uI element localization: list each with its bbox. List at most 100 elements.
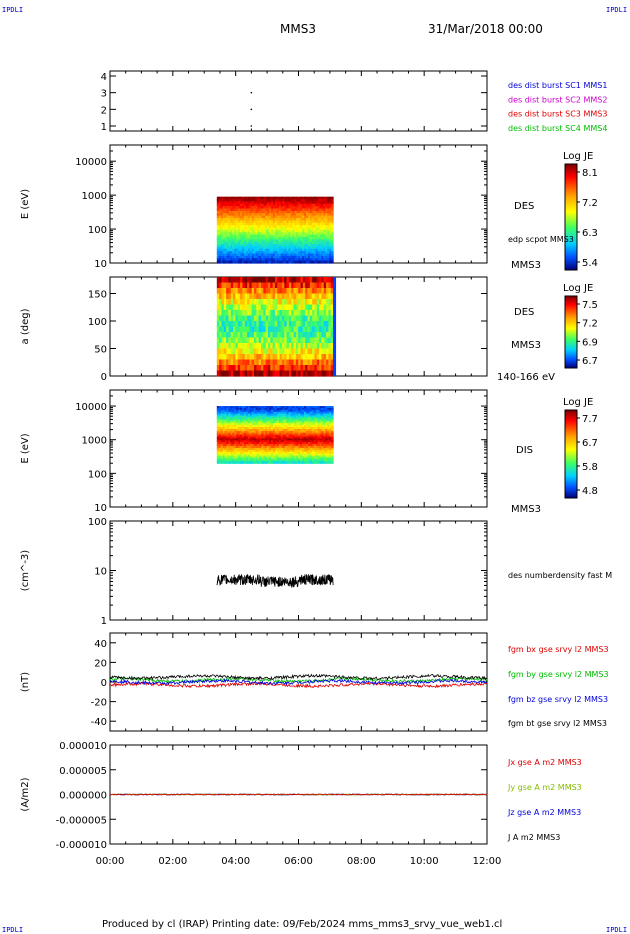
spectrogram-cell <box>242 220 245 224</box>
spectrogram-cell <box>267 444 270 447</box>
spectrogram-cell <box>313 413 317 417</box>
spectrogram-cell <box>316 321 320 328</box>
spectrogram-cell <box>219 370 223 377</box>
spectrogram-cell <box>240 236 243 240</box>
spectrogram-cell <box>263 315 267 322</box>
spectrogram-cell <box>305 427 309 430</box>
spectrogram-cell <box>216 423 220 426</box>
spectrogram-cell <box>267 321 271 328</box>
spectrogram-cell <box>242 251 245 255</box>
spectrogram-cell <box>265 229 268 233</box>
spectrogram-cell <box>309 417 313 420</box>
spectrogram-cell <box>305 444 309 447</box>
spectrogram-cell <box>228 326 232 333</box>
spectrogram-cell <box>216 447 220 451</box>
spectrogram-cell <box>234 251 237 255</box>
spectrogram-cell <box>222 453 226 457</box>
y-tick-label: 4 <box>101 72 107 83</box>
spectrogram-cell <box>323 406 326 409</box>
spectrogram-cell <box>313 415 317 419</box>
spectrogram-cell <box>269 427 272 430</box>
spectrogram-cell <box>326 277 330 284</box>
y-tick-label: 1000 <box>82 436 107 447</box>
spectrogram-cell <box>319 251 323 255</box>
series-label-field: fgm bt gse srvy l2 MMS3 <box>508 719 607 728</box>
spectrogram-cell <box>293 304 297 311</box>
spectrogram-cell <box>296 438 299 441</box>
y-tick-label: 10 <box>94 503 107 514</box>
spectrogram-cell <box>288 459 292 462</box>
spectrogram-cell <box>265 442 268 445</box>
spectrogram-cell <box>311 409 315 413</box>
spectrogram-cell <box>298 411 301 415</box>
spectrogram-cell <box>309 229 313 233</box>
spectrogram-cell <box>327 427 330 430</box>
spectrogram-cell <box>270 304 274 311</box>
spectrogram-cell <box>230 229 233 233</box>
spectrogram-cell <box>218 411 222 415</box>
spectrogram-cell <box>296 201 299 205</box>
spectrogram-cell <box>307 208 311 212</box>
spectrogram-cell <box>226 451 230 455</box>
spectrogram-cell <box>257 253 261 257</box>
spectrogram-cell <box>243 246 247 250</box>
spectrogram-cell <box>286 326 290 333</box>
spectrogram-cell <box>230 239 233 243</box>
spectrogram-cell <box>257 428 261 432</box>
spectrogram-cell <box>282 196 286 200</box>
spectrogram-cell <box>216 220 220 224</box>
spectrogram-cell <box>292 229 295 233</box>
spectrogram-cell <box>267 241 270 245</box>
spectrogram-cell <box>226 419 230 422</box>
spectrogram-cell <box>218 421 222 424</box>
spectrogram-cell <box>218 241 222 245</box>
spectrogram-cell <box>314 359 318 366</box>
y-tick-label: 100 <box>88 469 107 480</box>
spectrogram-cell <box>317 413 321 417</box>
spectrogram-cell <box>249 248 253 252</box>
spectrogram-cell <box>329 239 332 243</box>
spectrogram-cell <box>292 415 295 419</box>
spectrogram-cell <box>236 229 239 233</box>
spectrogram-cell <box>273 201 276 205</box>
spectrogram-cell <box>274 225 278 229</box>
spectrogram-cell <box>242 321 246 328</box>
spectrogram-cell <box>273 407 276 411</box>
spectrogram-cell <box>261 436 264 440</box>
spectrogram-cell <box>274 203 278 207</box>
spectrogram-cell <box>233 354 237 361</box>
spectrogram-cell <box>216 370 220 377</box>
spectrogram-cell <box>323 222 326 226</box>
spectrogram-cell <box>327 459 330 462</box>
spectrogram-cell <box>300 246 303 250</box>
spectrogram-cell <box>296 225 299 229</box>
spectrogram-cell <box>226 288 230 295</box>
spectrogram-cell <box>274 282 278 289</box>
spectrogram-cell <box>230 260 233 264</box>
spectrogram-cell <box>261 255 264 259</box>
spectrogram-cell <box>313 225 317 229</box>
spectrogram-cell <box>295 304 299 311</box>
spectrogram-cell <box>251 260 255 264</box>
spectrogram-cell <box>230 199 233 203</box>
spectrogram-cell <box>311 217 315 221</box>
spectrogram-cell <box>319 255 323 259</box>
spectrogram-cell <box>238 203 241 207</box>
spectrogram-cell <box>259 253 262 257</box>
spectrogram-cell <box>315 461 319 464</box>
spectrogram-cell <box>249 417 253 420</box>
spectrogram-cell <box>230 258 233 262</box>
spectrogram-cell <box>300 217 303 221</box>
spectrogram-cell <box>321 444 324 447</box>
spectrogram-cell <box>323 225 326 229</box>
spectrogram-cell <box>290 241 293 245</box>
spectrogram-cell <box>232 244 235 248</box>
spectrogram-cell <box>261 449 264 453</box>
spectrogram-cell <box>247 449 251 453</box>
spectrogram-cell <box>319 229 323 233</box>
spectrogram-cell <box>261 213 264 217</box>
spectrogram-cell <box>247 370 250 377</box>
spectrogram-cell <box>305 434 309 438</box>
spectrogram-cell <box>251 459 255 462</box>
spectrogram-cell <box>254 293 257 300</box>
